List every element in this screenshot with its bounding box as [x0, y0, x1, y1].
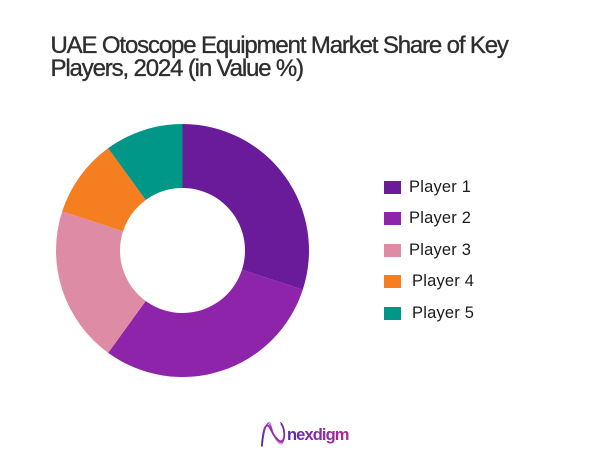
svg-text:nexdigm: nexdigm: [287, 426, 349, 444]
